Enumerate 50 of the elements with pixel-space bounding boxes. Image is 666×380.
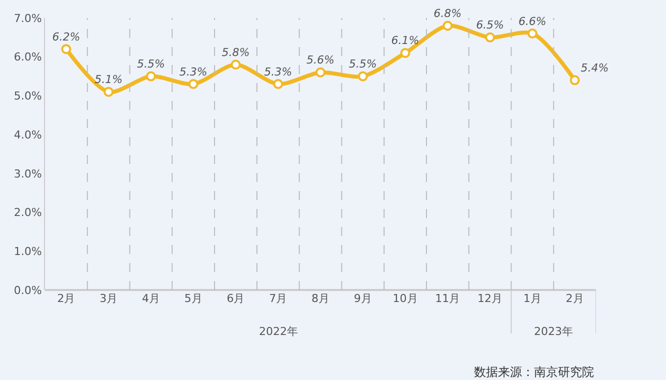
x-tick-label: 4月 <box>142 292 160 305</box>
point <box>230 60 241 70</box>
x-tick-label: 5月 <box>184 292 202 305</box>
point <box>61 44 72 54</box>
data-label: 5.8% <box>222 46 250 59</box>
point <box>485 32 496 42</box>
point <box>570 75 580 86</box>
data-label: 6.6% <box>518 14 546 28</box>
point <box>442 20 453 31</box>
x-tick-label: 12月 <box>478 292 503 305</box>
point <box>146 71 156 82</box>
data-label: 5.6% <box>306 54 334 67</box>
data-label: 6.8% <box>434 7 462 20</box>
y-tick-label: 0.0% <box>14 284 42 297</box>
point <box>400 48 410 58</box>
point <box>273 79 284 90</box>
data-label: 5.5% <box>348 58 377 71</box>
y-tick-label: 5.0% <box>14 90 42 103</box>
y-tick-label: 1.0% <box>14 244 42 258</box>
point <box>104 86 114 97</box>
x-tick-label: 1月 <box>523 292 542 305</box>
y-tick-label: 4.0% <box>14 128 42 142</box>
x-tick-label: 7月 <box>269 292 288 305</box>
y-tick-label: 6.0% <box>14 50 42 64</box>
x-tick-label: 2月 <box>57 292 76 305</box>
text: 2023年 <box>534 325 573 338</box>
point <box>527 28 538 39</box>
data-label: 5.1% <box>94 73 123 86</box>
data-label: 6.5% <box>476 18 504 32</box>
point <box>188 79 198 90</box>
y-tick-label: 2.0% <box>14 206 42 220</box>
point <box>358 71 368 82</box>
data-label: 6.2% <box>52 30 80 44</box>
point <box>316 67 326 78</box>
x-tick-label: 2月 <box>566 292 584 305</box>
data-label: 5.3% <box>264 65 292 78</box>
source-note: 数据来源：南京研究院 <box>474 365 594 379</box>
y-tick-label: 7.0% <box>14 12 42 25</box>
data-label: 6.1% <box>391 34 420 48</box>
data-label: 5.5% <box>136 58 165 71</box>
text: 2022年 <box>259 325 298 338</box>
x-tick-label: 3月 <box>100 292 118 305</box>
x-tick-label: 10月 <box>392 292 418 305</box>
data-label: 5.4% <box>580 61 609 74</box>
x-tick-label: 8月 <box>312 292 330 305</box>
data-label: 5.3% <box>179 65 208 78</box>
x-tick-label: 6月 <box>226 292 245 305</box>
x-tick-label: 11月 <box>435 292 460 305</box>
y-tick-label: 3.0% <box>14 167 42 180</box>
x-tick-label: 9月 <box>354 292 372 305</box>
